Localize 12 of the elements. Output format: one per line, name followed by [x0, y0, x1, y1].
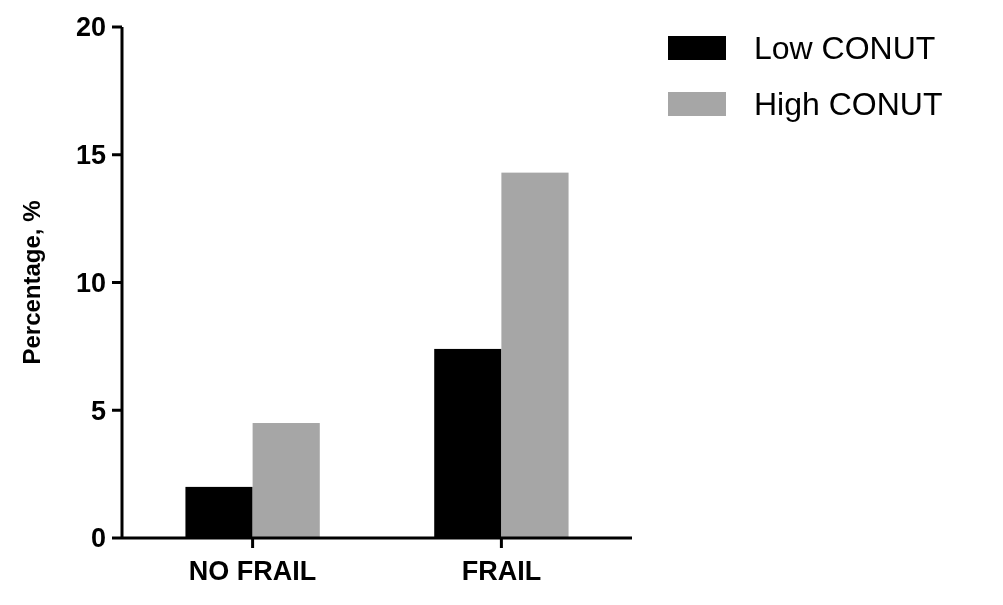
legend-label: Low CONUT [754, 30, 936, 67]
x-tick-label: NO FRAIL [188, 556, 317, 586]
bar [501, 172, 569, 538]
legend-label: High CONUT [754, 86, 943, 123]
y-tick-label: 5 [90, 395, 106, 426]
y-axis-title: Percentage, % [18, 200, 45, 365]
x-tick-label: FRAIL [461, 556, 542, 586]
bar [252, 423, 320, 538]
y-tick-label: 10 [75, 267, 106, 298]
y-tick-label: 15 [75, 140, 106, 171]
y-tick-label: 20 [75, 12, 106, 43]
y-tick-label: 0 [90, 523, 106, 554]
